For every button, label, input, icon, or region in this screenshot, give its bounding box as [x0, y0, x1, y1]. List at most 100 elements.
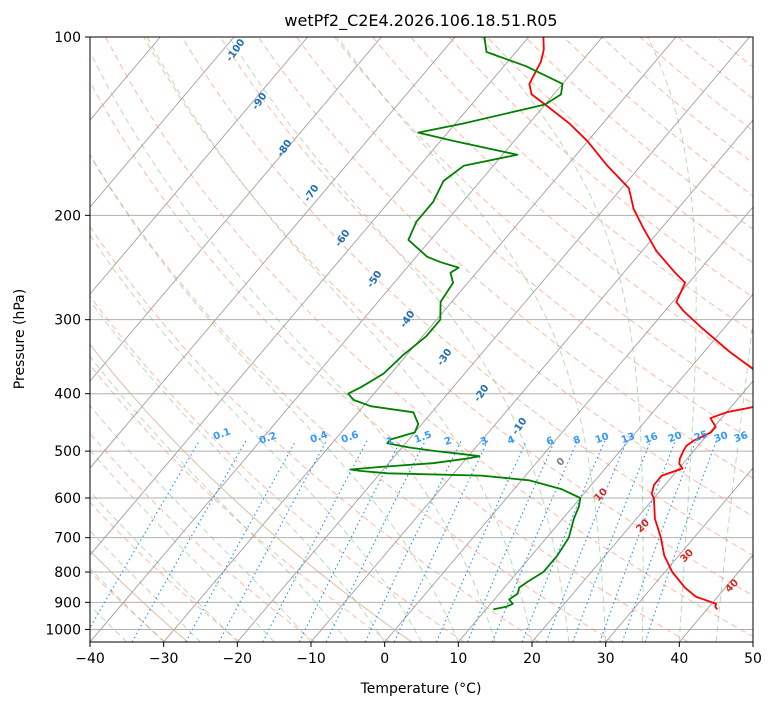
x-tick-label: 30	[597, 651, 615, 667]
x-tick-label: 50	[744, 651, 762, 667]
mixing-ratio-label: 8	[572, 434, 582, 447]
dry-adiabat	[524, 37, 753, 230]
y-axis-ticks: 100 200 300 400 500 600 700 800 900 1000	[45, 30, 90, 638]
mixing-ratio-label: 3	[479, 435, 489, 448]
isotherm	[90, 37, 308, 295]
dry-adiabat	[486, 37, 753, 264]
mixing-ratio-line	[621, 440, 697, 642]
mixing-ratio-line	[545, 440, 628, 642]
moist-adiabat	[228, 37, 570, 642]
temperature-line	[528, 37, 753, 610]
dry-adiabat	[562, 37, 753, 197]
mixing-ratio-line	[218, 440, 328, 642]
mixing-ratio-label: 2	[443, 435, 453, 448]
mixing-ratio-label: 4	[506, 434, 516, 447]
dry-adiabat	[295, 37, 753, 442]
isotherm	[90, 37, 382, 382]
mixing-ratio-label: 1	[385, 435, 395, 448]
dry-adiabat-highlight	[90, 343, 413, 642]
dewpoint-line	[347, 37, 582, 611]
y-tick-label: 200	[54, 208, 81, 224]
dry-adiabat	[90, 154, 614, 642]
x-axis-ticks: −40 −30 −20 −10 0 10 20 30 40 50	[75, 642, 762, 667]
mixing-ratio-line	[90, 440, 200, 629]
mixing-ratio-label: 10	[594, 431, 611, 446]
moist-adiabat	[90, 355, 349, 642]
y-axis-label: Pressure (hPa)	[12, 289, 28, 389]
moist-adiabat	[146, 37, 533, 642]
x-tick-label: −20	[223, 651, 253, 667]
mixing-ratio-line	[364, 440, 462, 642]
x-tick-label: 40	[670, 651, 688, 667]
x-tick-label: 10	[449, 651, 467, 667]
moist-adiabat	[480, 37, 644, 642]
isotherm	[310, 119, 753, 642]
moist-adiabat	[90, 567, 165, 642]
y-tick-label: 300	[54, 313, 81, 329]
moist-adiabat	[336, 37, 607, 642]
x-axis-label: Temperature (°C)	[360, 681, 482, 697]
dry-adiabat	[257, 37, 753, 479]
chart-title: wetPf2_C2E4.2026.106.18.51.R05	[284, 11, 557, 31]
mixing-ratio-label: 13	[620, 431, 637, 446]
mixing-ratio-line	[599, 440, 677, 642]
isotherm	[531, 380, 753, 642]
dry-adiabat	[90, 364, 390, 642]
mixing-ratio-label: 6	[545, 435, 555, 448]
mixing-ratio-label: 36	[733, 430, 750, 445]
mixing-ratio-line	[262, 440, 368, 642]
mixing-ratio-line	[521, 440, 606, 642]
mixing-ratio-line	[131, 440, 247, 642]
isotherm	[605, 467, 753, 642]
skewed-isotherms	[90, 37, 753, 642]
y-tick-label: 700	[54, 531, 81, 547]
dry-adiabat	[90, 225, 540, 642]
dry-adiabat	[105, 37, 753, 638]
mixing-ratio-label: 30	[713, 430, 730, 445]
x-tick-label: −30	[149, 651, 179, 667]
x-tick-label: −10	[296, 651, 326, 667]
mixing-ratio-label: 16	[643, 431, 660, 446]
pressure-gridlines	[90, 37, 753, 630]
isotherm	[236, 37, 750, 642]
plot-frame	[89, 36, 754, 643]
dry-adiabat	[181, 37, 753, 557]
moist-adiabat	[90, 299, 386, 642]
isotherm	[90, 37, 603, 642]
mixing-ratio-line	[298, 440, 402, 642]
sounding-profiles	[347, 37, 753, 611]
x-tick-label: 20	[523, 651, 541, 667]
mixing-ratio-line	[185, 440, 297, 642]
dry-adiabat	[372, 37, 753, 369]
moist-adiabat	[90, 234, 422, 642]
moist-adiabat	[90, 153, 459, 642]
moist-adiabat	[647, 37, 697, 642]
y-tick-label: 500	[54, 444, 81, 460]
dry-adiabats	[90, 37, 753, 642]
mixing-ratio-lines	[90, 440, 718, 642]
x-tick-label: 0	[380, 651, 389, 667]
moist-adiabats	[90, 37, 753, 642]
mixing-ratio-line	[644, 440, 718, 642]
mixing-ratio-label: 25	[693, 429, 710, 444]
x-tick-label: −40	[75, 651, 105, 667]
dry-adiabat	[334, 37, 753, 405]
isotherm	[163, 37, 677, 642]
mixing-ratio-label: 20	[667, 430, 684, 445]
y-tick-label: 600	[54, 491, 81, 507]
mixing-ratio-line	[325, 440, 426, 642]
moist-adiabat	[715, 318, 753, 642]
y-tick-label: 900	[54, 595, 81, 611]
y-tick-label: 100	[54, 30, 81, 46]
y-tick-label: 400	[54, 387, 81, 403]
y-tick-label: 1000	[45, 622, 81, 638]
moist-adiabat	[90, 404, 312, 642]
moist-adiabat	[90, 530, 201, 642]
moist-adiabat	[90, 50, 496, 642]
isotherm	[384, 206, 753, 642]
dry-adiabat	[90, 501, 241, 642]
isotherm	[90, 37, 235, 208]
isotherm	[90, 37, 456, 469]
